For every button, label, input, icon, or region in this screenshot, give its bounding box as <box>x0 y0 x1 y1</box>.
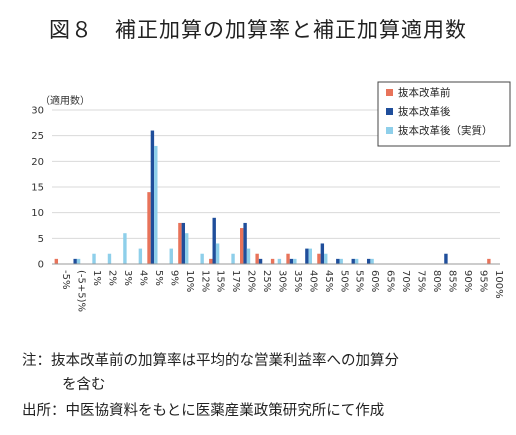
x-tick-label: 30% <box>277 270 288 292</box>
bar <box>138 248 143 264</box>
bar <box>147 192 151 264</box>
bar <box>320 243 325 264</box>
bar <box>277 258 282 264</box>
x-tick-label: 15% <box>215 270 226 292</box>
legend-swatch <box>386 89 393 96</box>
note-line-1-continued: を含む <box>62 377 106 393</box>
x-tick-label: 2% <box>107 270 118 286</box>
x-tick-label: 90% <box>462 270 473 292</box>
x-tick-label: 75% <box>416 270 427 292</box>
y-tick-label: 30 <box>31 106 44 117</box>
legend-label: 抜本改革後（実質） <box>398 124 493 137</box>
bar <box>215 243 220 264</box>
x-tick-label: 4% <box>137 270 148 286</box>
bar <box>366 258 371 264</box>
bar <box>178 222 182 264</box>
note-line-1: 注：抜本改革前の加算率は平均的な営業利益率への加算分 <box>22 353 399 369</box>
y-tick-label: 15 <box>31 183 44 194</box>
bar <box>200 253 204 264</box>
bar <box>185 233 189 264</box>
bar <box>246 248 251 264</box>
x-tick-label: 9% <box>168 270 179 286</box>
bar <box>258 258 263 264</box>
bar <box>370 258 374 264</box>
bar <box>286 253 290 264</box>
bar <box>92 253 96 264</box>
x-tick-label: 55% <box>354 270 365 292</box>
bar <box>212 217 216 264</box>
y-tick-label: 5 <box>38 234 44 245</box>
x-tick-label: 70% <box>400 270 411 292</box>
legend-label: 抜本改革前 <box>398 86 451 99</box>
x-tick-label: 95% <box>477 270 488 292</box>
bar <box>243 222 247 264</box>
x-tick-label: 60% <box>369 270 380 292</box>
bar <box>240 228 244 264</box>
x-tick-label: 17% <box>230 270 241 292</box>
y-tick-label: 25 <box>31 131 44 142</box>
bar <box>181 222 186 264</box>
x-tick-label: -5% <box>60 270 71 289</box>
legend-box <box>377 81 511 147</box>
x-tick-label: 45% <box>323 270 334 292</box>
x-tick-label: 40% <box>307 270 318 292</box>
x-tick-label: 1% <box>91 270 102 286</box>
bar <box>270 258 275 264</box>
x-tick-label: 100% <box>493 270 504 299</box>
x-tick-label: 12% <box>199 270 210 292</box>
bar <box>73 258 77 264</box>
bar <box>308 248 312 264</box>
bars <box>54 130 491 264</box>
x-tick-label: 65% <box>385 270 396 292</box>
legend-swatch <box>386 108 393 115</box>
x-tick-label: 50% <box>338 270 349 292</box>
y-tick-labels: 0 5 10 15 20 25 30 <box>31 106 44 271</box>
x-tick-label: (-5+5)% <box>76 270 87 312</box>
bar <box>123 233 127 264</box>
bar <box>324 253 328 264</box>
bar <box>107 253 112 264</box>
x-tick-label: 5% <box>153 270 164 286</box>
bar <box>169 248 173 264</box>
y-tick-label: 10 <box>31 208 44 219</box>
x-tick-label: 85% <box>446 270 457 292</box>
x-tick-label: 20% <box>246 270 257 292</box>
bar <box>305 248 309 264</box>
chart-title: 図８ 補正加算の加算率と補正加算適用数 <box>49 18 467 42</box>
x-tick-label: 80% <box>431 270 442 292</box>
bar <box>317 253 321 264</box>
bar <box>351 258 355 264</box>
y-tick-label: 0 <box>38 260 44 271</box>
y-axis-label: （適用数） <box>40 94 90 107</box>
x-tick-labels: -5% (-5+5)% 1% 2% 3% 4% 5% 9% 10% 12% 15% 17% 20% 25%… <box>60 270 504 312</box>
bar <box>54 258 59 264</box>
x-tick-label: 10% <box>184 270 195 292</box>
y-tick-label: 20 <box>31 157 44 168</box>
bar <box>336 258 340 264</box>
bar <box>150 130 155 264</box>
bar <box>339 258 343 264</box>
legend-swatch <box>386 127 393 134</box>
bar <box>293 258 297 264</box>
x-tick-label: 35% <box>292 270 303 292</box>
grid-lines <box>52 109 500 239</box>
legend-label: 抜本改革後 <box>398 105 451 118</box>
bar <box>231 253 235 264</box>
source-note: 出所：中医協資料をもとに医薬産業政策研究所にて作成 <box>22 403 385 419</box>
bar <box>444 253 448 264</box>
bar <box>354 258 359 264</box>
bar <box>255 253 259 264</box>
bar <box>76 258 81 264</box>
x-tick-label: 3% <box>122 270 133 286</box>
bar <box>154 145 158 264</box>
bar-chart: 0 5 10 15 20 25 30 -5% (-5+5)% 1% 2% 3% 4% 5% 9% 10% 12… <box>31 81 511 312</box>
bar <box>289 258 294 264</box>
bar <box>209 258 213 264</box>
bar <box>487 258 491 264</box>
x-tick-label: 25% <box>261 270 272 292</box>
